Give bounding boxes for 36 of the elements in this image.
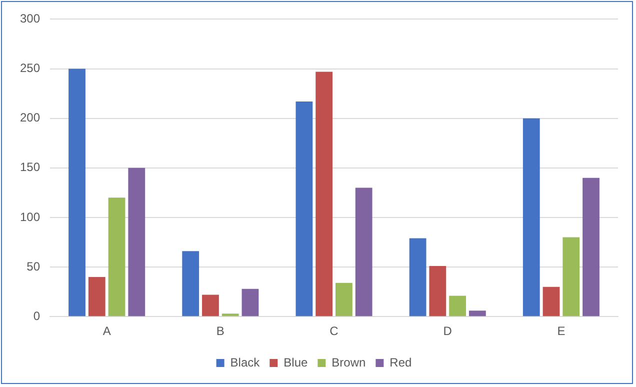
bar — [429, 266, 446, 316]
bar — [336, 282, 352, 316]
y-tick-label: 100 — [20, 210, 40, 224]
legend-label: Brown — [332, 355, 366, 370]
legend-label: Red — [390, 355, 412, 370]
bar — [88, 276, 106, 316]
bar — [182, 251, 200, 316]
bar — [108, 198, 126, 316]
legend-label: Black — [230, 355, 261, 370]
bar — [468, 310, 486, 316]
bar — [242, 288, 259, 316]
bar — [222, 314, 239, 316]
bar — [202, 294, 219, 316]
y-tick-label: 50 — [26, 259, 40, 274]
bar — [409, 238, 426, 316]
x-tick-label: B — [216, 324, 224, 338]
bar — [296, 101, 313, 316]
bar — [449, 296, 466, 316]
bar — [542, 286, 560, 316]
x-tick-label: C — [330, 324, 339, 338]
y-tick-label: 150 — [20, 160, 40, 174]
bar — [582, 178, 600, 316]
bar — [68, 68, 86, 316]
bar — [562, 237, 580, 316]
bar — [355, 188, 372, 316]
bar — [128, 168, 146, 316]
legend-label: Blue — [284, 355, 308, 370]
bar — [316, 72, 333, 316]
y-tick-label: 300 — [20, 12, 40, 26]
y-tick-label: 250 — [20, 61, 40, 76]
x-tick-label: E — [557, 324, 566, 338]
x-tick-label: A — [102, 324, 111, 338]
y-tick-label: 200 — [20, 110, 40, 125]
y-tick-label: 0 — [33, 308, 40, 323]
bar — [522, 118, 540, 316]
x-tick-label: D — [443, 324, 452, 338]
